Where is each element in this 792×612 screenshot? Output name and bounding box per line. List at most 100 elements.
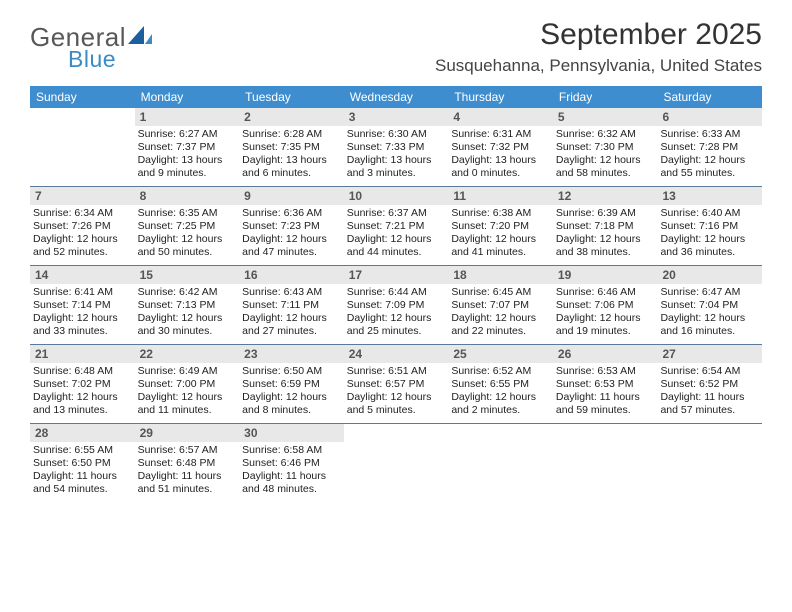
daylight-text: Daylight: 12 hours and 13 minutes. [33,391,132,417]
day-number: 29 [135,424,240,442]
sunrise-text: Sunrise: 6:36 AM [242,207,341,220]
sunrise-text: Sunrise: 6:50 AM [242,365,341,378]
sunset-text: Sunset: 7:06 PM [556,299,655,312]
sunset-text: Sunset: 6:59 PM [242,378,341,391]
calendar-cell: 7Sunrise: 6:34 AMSunset: 7:26 PMDaylight… [30,187,135,265]
daylight-text: Daylight: 13 hours and 9 minutes. [138,154,237,180]
day-number: 17 [344,266,449,284]
sunset-text: Sunset: 7:16 PM [660,220,759,233]
calendar-cell: 1Sunrise: 6:27 AMSunset: 7:37 PMDaylight… [135,108,240,186]
day-header: Saturday [657,86,762,108]
sunset-text: Sunset: 7:13 PM [138,299,237,312]
calendar-cell: 2Sunrise: 6:28 AMSunset: 7:35 PMDaylight… [239,108,344,186]
calendar: SundayMondayTuesdayWednesdayThursdayFrid… [30,86,762,502]
daylight-text: Daylight: 11 hours and 54 minutes. [33,470,132,496]
calendar-week: 7Sunrise: 6:34 AMSunset: 7:26 PMDaylight… [30,187,762,266]
day-number: 11 [448,187,553,205]
day-number: 14 [30,266,135,284]
day-number: 21 [30,345,135,363]
logo: General Blue [30,22,126,53]
calendar-cell: 13 Sunrise: 6:40 AMSunset: 7:16 PMDayligh… [657,187,762,265]
sunrise-text: Sunrise: 6:31 AM [451,128,550,141]
daylight-text: Daylight: 12 hours and 2 minutes. [451,391,550,417]
calendar-cell: 12Sunrise: 6:39 AMSunset: 7:18 PMDayligh… [553,187,658,265]
calendar-cell: 20Sunrise: 6:47 AMSunset: 7:04 PMDayligh… [657,266,762,344]
day-header: Thursday [448,86,553,108]
sunset-text: Sunset: 7:00 PM [138,378,237,391]
sunset-text: Sunset: 7:25 PM [138,220,237,233]
day-number: 28 [30,424,135,442]
daylight-text: Daylight: 12 hours and 38 minutes. [556,233,655,259]
location-label: Susquehanna, Pennsylvania, United States [435,56,762,76]
day-number: 23 [239,345,344,363]
sunset-text: Sunset: 7:04 PM [660,299,759,312]
daylight-text: Daylight: 12 hours and 52 minutes. [33,233,132,259]
day-number: 3 [344,108,449,126]
sunset-text: Sunset: 6:48 PM [138,457,237,470]
day-number: 20 [657,266,762,284]
daylight-text: Daylight: 12 hours and 33 minutes. [33,312,132,338]
day-number: 13 [657,187,762,205]
calendar-cell: 11Sunrise: 6:38 AMSunset: 7:20 PMDayligh… [448,187,553,265]
sunset-text: Sunset: 6:55 PM [451,378,550,391]
calendar-cell: 18Sunrise: 6:45 AMSunset: 7:07 PMDayligh… [448,266,553,344]
sunset-text: Sunset: 7:26 PM [33,220,132,233]
daylight-text: Daylight: 11 hours and 59 minutes. [556,391,655,417]
calendar-cell [30,108,135,186]
day-number: 24 [344,345,449,363]
day-header: Friday [553,86,658,108]
calendar-cell: 15Sunrise: 6:42 AMSunset: 7:13 PMDayligh… [135,266,240,344]
daylight-text: Daylight: 12 hours and 27 minutes. [242,312,341,338]
sunrise-text: Sunrise: 6:53 AM [556,365,655,378]
sunrise-text: Sunrise: 6:49 AM [138,365,237,378]
sunrise-text: Sunrise: 6:40 AM [660,207,759,220]
calendar-cell: 17Sunrise: 6:44 AMSunset: 7:09 PMDayligh… [344,266,449,344]
calendar-cell: 23 Sunrise: 6:50 AMSunset: 6:59 PMDayligh… [239,345,344,423]
daylight-text: Daylight: 13 hours and 6 minutes. [242,154,341,180]
sunrise-text: Sunrise: 6:43 AM [242,286,341,299]
sunrise-text: Sunrise: 6:54 AM [660,365,759,378]
day-number: 8 [135,187,240,205]
sunrise-text: Sunrise: 6:55 AM [33,444,132,457]
sunset-text: Sunset: 7:28 PM [660,141,759,154]
day-number: 5 [553,108,658,126]
calendar-cell: 5Sunrise: 6:32 AMSunset: 7:30 PMDaylight… [553,108,658,186]
daylight-text: Daylight: 12 hours and 11 minutes. [138,391,237,417]
calendar-cell: 10Sunrise: 6:37 AMSunset: 7:21 PMDayligh… [344,187,449,265]
calendar-week: 1Sunrise: 6:27 AMSunset: 7:37 PMDaylight… [30,108,762,187]
day-number: 22 [135,345,240,363]
day-number: 4 [448,108,553,126]
daylight-text: Daylight: 12 hours and 16 minutes. [660,312,759,338]
logo-sail-icon [126,24,154,51]
sunset-text: Sunset: 6:46 PM [242,457,341,470]
sunrise-text: Sunrise: 6:57 AM [138,444,237,457]
calendar-cell: 8 Sunrise: 6:35 AMSunset: 7:25 PMDaylight… [135,187,240,265]
daylight-text: Daylight: 12 hours and 58 minutes. [556,154,655,180]
daylight-text: Daylight: 12 hours and 36 minutes. [660,233,759,259]
sunrise-text: Sunrise: 6:35 AM [138,207,237,220]
sunrise-text: Sunrise: 6:39 AM [556,207,655,220]
sunrise-text: Sunrise: 6:52 AM [451,365,550,378]
daylight-text: Daylight: 12 hours and 25 minutes. [347,312,446,338]
day-number: 1 [135,108,240,126]
calendar-cell [344,424,449,502]
daylight-text: Daylight: 12 hours and 50 minutes. [138,233,237,259]
daylight-text: Daylight: 12 hours and 44 minutes. [347,233,446,259]
sunrise-text: Sunrise: 6:28 AM [242,128,341,141]
daylight-text: Daylight: 12 hours and 8 minutes. [242,391,341,417]
sunrise-text: Sunrise: 6:37 AM [347,207,446,220]
sunset-text: Sunset: 7:37 PM [138,141,237,154]
sunset-text: Sunset: 7:20 PM [451,220,550,233]
day-number: 30 [239,424,344,442]
sunrise-text: Sunrise: 6:33 AM [660,128,759,141]
daylight-text: Daylight: 12 hours and 55 minutes. [660,154,759,180]
logo-text-blue: Blue [68,46,116,73]
sunset-text: Sunset: 7:07 PM [451,299,550,312]
sunset-text: Sunset: 6:50 PM [33,457,132,470]
sunset-text: Sunset: 7:23 PM [242,220,341,233]
day-number: 2 [239,108,344,126]
calendar-cell: 21Sunrise: 6:48 AMSunset: 7:02 PMDayligh… [30,345,135,423]
sunset-text: Sunset: 7:14 PM [33,299,132,312]
sunrise-text: Sunrise: 6:32 AM [556,128,655,141]
day-number: 26 [553,345,658,363]
